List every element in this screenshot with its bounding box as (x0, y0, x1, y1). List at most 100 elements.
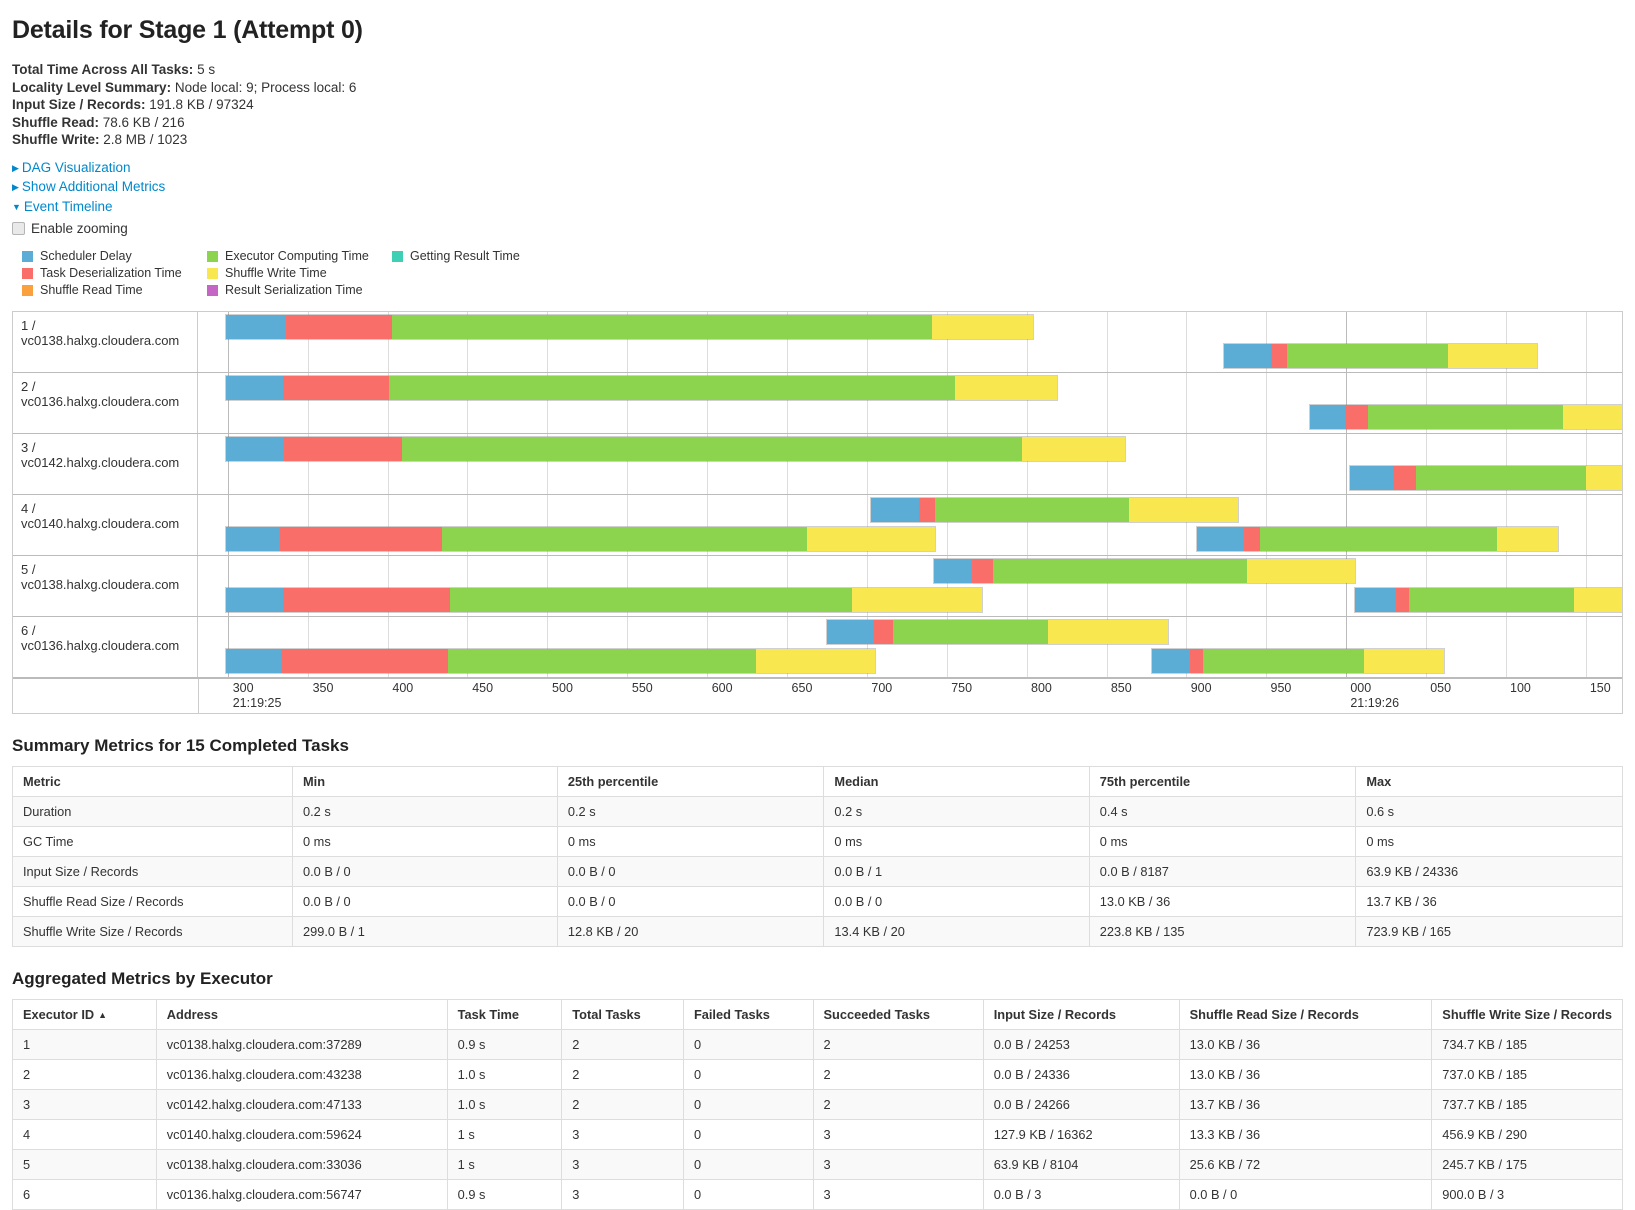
executor-cell: 13.0 KB / 36 (1178, 1059, 1433, 1090)
column-header[interactable]: Task Time (446, 999, 563, 1030)
task-bar-segment-executor-computing (1416, 466, 1586, 490)
task-bar[interactable] (225, 587, 983, 613)
axis-tick: 950 (1267, 681, 1292, 695)
timeline-row: 2 / vc0136.halxg.cloudera.com (13, 373, 1622, 434)
executor-cell: 3 (561, 1149, 684, 1180)
task-bar-segment-shuffle-write (1447, 344, 1537, 368)
task-bar[interactable] (1196, 526, 1560, 552)
legend-item: Shuffle Read Time (22, 284, 207, 297)
column-header[interactable]: Executor ID ▲ (12, 999, 157, 1030)
axis-tick-label: 950 (1270, 681, 1292, 695)
task-bar[interactable] (825, 619, 1170, 645)
metric-value-cell: 0.4 s (1088, 796, 1357, 827)
task-bar-segment-shuffle-write (1563, 405, 1622, 429)
column-header[interactable]: Address (155, 999, 448, 1030)
metric-name-cell: Input Size / Records (12, 856, 293, 887)
task-bar[interactable] (225, 375, 1059, 401)
column-header-label: Executor ID (23, 1007, 95, 1022)
task-bar[interactable] (225, 314, 1034, 340)
task-bar-segment-shuffle-write (1047, 620, 1169, 644)
axis-tick: 300 21:19:25 (229, 681, 282, 710)
executor-cell: 0.0 B / 24253 (982, 1029, 1180, 1060)
enable-zooming-row[interactable]: Enable zooming (12, 221, 1625, 236)
executor-cell: 1.0 s (446, 1089, 563, 1120)
executor-cell: 3 (812, 1149, 984, 1180)
task-bar[interactable] (870, 497, 1239, 523)
timeline-lane (198, 558, 1622, 584)
task-bar[interactable] (932, 558, 1356, 584)
task-bar-segment-task-deserialization (919, 498, 935, 522)
metric-value-cell: 0 ms (291, 826, 558, 857)
task-bar-segment-scheduler-delay (933, 559, 973, 583)
task-bar[interactable] (1354, 587, 1622, 613)
task-bar[interactable] (1150, 648, 1446, 674)
timeline-row-label: 5 / vc0138.halxg.cloudera.com (13, 556, 198, 616)
column-header[interactable]: 75th percentile (1088, 766, 1357, 797)
task-bar[interactable] (1223, 343, 1538, 369)
toggle-link-event-timeline[interactable]: ▼ Event Timeline (12, 198, 1625, 218)
timeline-track[interactable] (198, 312, 1622, 372)
metric-value-cell: 723.9 KB / 165 (1355, 916, 1623, 947)
aggregated-metrics-title: Aggregated Metrics by Executor (12, 969, 273, 988)
column-header[interactable]: Min (291, 766, 558, 797)
toggle-link-show-additional-metrics[interactable]: ▶ Show Additional Metrics (12, 178, 1625, 198)
timeline-track[interactable] (198, 434, 1622, 494)
column-header[interactable]: Median (823, 766, 1090, 797)
timeline-lane (198, 526, 1622, 552)
task-bar-segment-shuffle-write (1021, 437, 1126, 461)
task-bar[interactable] (225, 648, 876, 674)
executor-cell: 737.7 KB / 185 (1431, 1089, 1623, 1120)
timeline-lane (198, 314, 1622, 340)
timeline-track[interactable] (198, 556, 1622, 616)
axis-tick: 550 (628, 681, 653, 695)
column-header[interactable]: 25th percentile (556, 766, 825, 797)
timeline-lane (198, 497, 1622, 523)
executor-cell: 0 (682, 1119, 814, 1150)
column-header[interactable]: Shuffle Read Size / Records (1178, 999, 1433, 1030)
toggle-links: ▶ DAG Visualization ▶ Show Additional Metri… (10, 159, 1625, 218)
timeline-axis: 300 21:19:25 350 400 450 500 550 600 650 700 750 80… (13, 678, 1622, 713)
metric-value-cell: 299.0 B / 1 (291, 916, 558, 947)
column-header[interactable]: Shuffle Write Size / Records (1431, 999, 1623, 1030)
event-timeline[interactable]: 1 / vc0138.halxg.cloudera.com 2 / vc0136.… (12, 311, 1623, 714)
task-bar[interactable] (1348, 465, 1622, 491)
timeline-track[interactable] (198, 495, 1622, 555)
task-bar[interactable] (225, 436, 1127, 462)
metric-value-cell: 0.0 B / 0 (291, 856, 558, 887)
column-header[interactable]: Input Size / Records (982, 999, 1180, 1030)
task-bar-segment-task-deserialization (282, 376, 390, 400)
column-header[interactable]: Total Tasks (561, 999, 684, 1030)
timeline-row-label: 3 / vc0142.halxg.cloudera.com (13, 434, 198, 494)
timeline-row-label: 1 / vc0138.halxg.cloudera.com (13, 312, 198, 372)
task-bar-segment-executor-computing (441, 527, 807, 551)
table-row: Input Size / Records 0.0 B / 0 0.0 B / 0 0.… (12, 856, 1623, 887)
stat-label: Input Size / Records: (12, 97, 146, 112)
timeline-track[interactable] (198, 373, 1622, 433)
enable-zooming-checkbox[interactable] (12, 222, 25, 235)
task-bar-segment-shuffle-write (1585, 466, 1622, 490)
axis-tick: 000 21:19:26 (1346, 681, 1399, 710)
timeline-track[interactable] (198, 617, 1622, 677)
toggle-link-dag-visualization[interactable]: ▶ DAG Visualization (12, 159, 1625, 179)
axis-tick: 750 (947, 681, 972, 695)
task-bar[interactable] (1308, 404, 1622, 430)
executor-cell: vc0140.halxg.cloudera.com:59624 (155, 1119, 448, 1150)
executor-cell: 0.0 B / 3 (982, 1179, 1180, 1210)
column-header[interactable]: Max (1355, 766, 1623, 797)
task-bar-segment-task-deserialization (1396, 588, 1410, 612)
axis-tick-label: 800 (1031, 681, 1052, 695)
executor-cell: 1 s (446, 1119, 563, 1150)
timeline-gridlines (198, 617, 1622, 677)
task-bar[interactable] (225, 526, 936, 552)
column-header[interactable]: Metric (12, 766, 293, 797)
column-header[interactable]: Succeeded Tasks (812, 999, 984, 1030)
axis-timestamp-label: 21:19:25 (232, 696, 282, 710)
column-header[interactable]: Failed Tasks (682, 999, 814, 1030)
timeline-lane (198, 619, 1622, 645)
timeline-gridlines (198, 556, 1622, 616)
chevron-right-icon: ▶ (12, 182, 19, 192)
task-bar-segment-scheduler-delay (1151, 649, 1190, 673)
